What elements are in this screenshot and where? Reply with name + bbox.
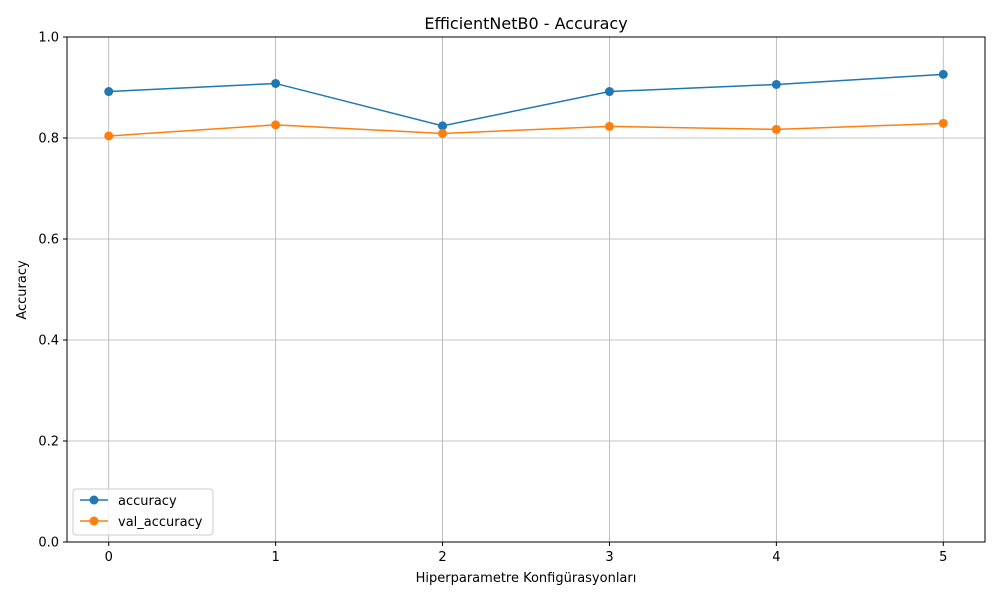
legend: accuracy val_accuracy [72,488,214,536]
x-axis-label: Hiperparametre Konfigürasyonları [416,571,637,586]
data-point-accuracy [104,87,114,97]
data-point-accuracy [438,121,448,131]
legend-accuracy-marker [89,495,99,505]
data-point-val-accuracy [271,120,281,130]
data-point-accuracy [938,69,948,79]
chart-title: EfficientNetB0 - Accuracy [424,14,627,33]
x-tick-label: 1 [271,550,279,565]
series-line-val-accuracy [108,122,944,137]
x-tick-label: 4 [772,550,780,565]
legend-val-accuracy-label: val_accuracy [118,515,203,530]
series-line-accuracy [108,73,944,127]
y-tick-label: 0.8 [38,132,59,147]
data-point-accuracy [771,79,781,89]
y-tick-label: 0.4 [38,334,59,349]
legend-val-accuracy-marker [89,516,99,526]
data-point-val-accuracy [938,118,948,128]
y-axis-label: Accuracy [15,260,30,320]
data-point-val-accuracy [438,128,448,138]
x-tick-label: 0 [105,550,113,565]
x-tick-label: 2 [438,550,446,565]
grid [67,36,985,543]
x-tick-label: 5 [939,550,947,565]
x-axis-ticks: 0 1 2 3 4 5 [105,542,947,565]
plot-area-frame [66,36,986,543]
series-layer [104,69,948,141]
data-point-accuracy [604,87,614,97]
data-point-val-accuracy [104,131,114,141]
y-axis-ticks: 0.0 0.2 0.4 0.6 0.8 1.0 [38,31,67,551]
data-point-accuracy [271,78,281,88]
y-tick-label: 0.6 [38,233,59,248]
x-tick-label: 3 [605,550,613,565]
y-tick-label: 0.2 [38,435,59,450]
data-point-val-accuracy [771,124,781,134]
legend-accuracy-label: accuracy [118,494,177,509]
y-tick-label: 0.0 [38,536,59,551]
data-point-val-accuracy [604,121,614,131]
y-tick-label: 1.0 [38,31,59,46]
